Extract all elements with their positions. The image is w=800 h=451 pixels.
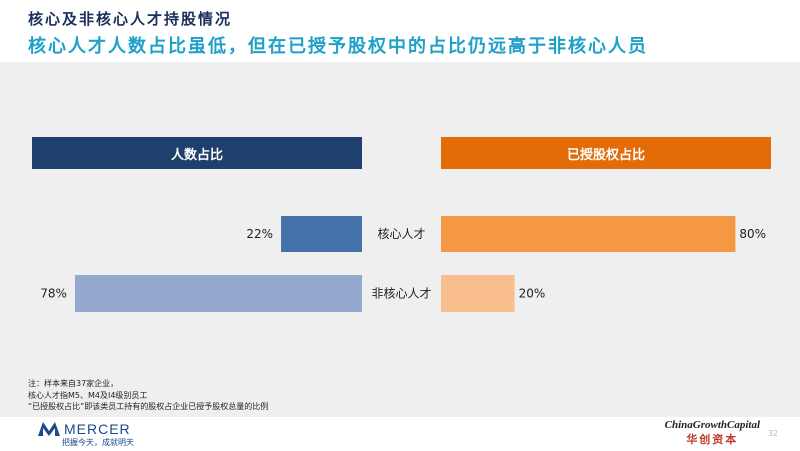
chart-area: 人数占比 已授股权占比 22% 80% 核心人才 78% 20% 非核心人才 注：样本来自… xyxy=(0,62,800,417)
partner-name-en: ChinaGrowthCapital xyxy=(664,419,760,431)
category-label-0: 核心人才 xyxy=(377,227,425,241)
right-column-header: 已授股权占比 xyxy=(441,137,771,169)
page-number: 32 xyxy=(767,429,778,438)
partner-logo: ChinaGrowthCapital 华创资本 xyxy=(665,419,760,447)
mercer-brand: MERCER xyxy=(64,421,131,437)
bar-left-1 xyxy=(74,275,363,312)
slide-footer: MERCER 把握今天，成就明天 ChinaGrowthCapital 华创资本… xyxy=(0,417,800,451)
bar-left-0 xyxy=(281,216,362,252)
page-subtitle: 核心人才人数占比虽低，但在已授予股权中的占比仍远高于非核心人员 xyxy=(28,36,648,57)
bar-label-right-0: 80% xyxy=(739,227,766,241)
partner-name-cn: 华创资本 xyxy=(686,433,739,446)
page-title: 核心及非核心人才持股情况 xyxy=(28,10,233,28)
mercer-mark-icon xyxy=(38,422,60,436)
bar-right-1 xyxy=(441,275,515,312)
mercer-logo: MERCER xyxy=(38,421,131,437)
footnote-line-2: 核心人才指M5、M4及I4级别员工 xyxy=(28,390,148,400)
footnote-line-1: 注：样本来自37家企业， xyxy=(28,379,119,388)
category-label-1: 非核心人才 xyxy=(371,287,431,301)
bar-label-left-0: 22% xyxy=(246,227,273,241)
left-column-header: 人数占比 xyxy=(32,137,362,169)
slide-header: 核心及非核心人才持股情况 核心人才人数占比虽低，但在已授予股权中的占比仍远高于非… xyxy=(0,0,800,62)
footnote-line-3: “已授股权占比”即该类员工持有的股权占企业已授予股权总量的比例 xyxy=(28,402,269,411)
bar-label-right-1: 20% xyxy=(519,287,546,301)
footnotes: 注：样本来自37家企业， 核心人才指M5、M4及I4级别员工 “已授股权占比”即… xyxy=(28,378,268,413)
mercer-tagline: 把握今天，成就明天 xyxy=(62,438,134,447)
bar-label-left-1: 78% xyxy=(40,287,67,301)
butterfly-bar-chart: 22% 80% 核心人才 78% 20% 非核心人才 xyxy=(40,216,766,312)
bar-right-0 xyxy=(441,216,736,252)
